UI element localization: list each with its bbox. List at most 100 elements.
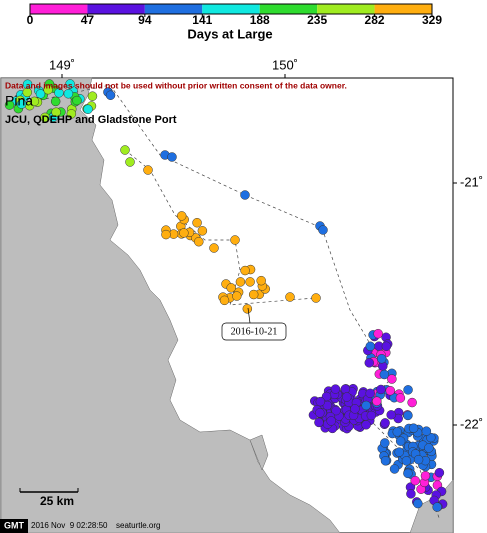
- position-dot: [63, 89, 74, 99]
- position-dot: [248, 289, 259, 300]
- colorbar-tick-label: 141: [192, 13, 212, 27]
- position-dot: [350, 404, 360, 414]
- position-dot: [43, 84, 53, 95]
- position-dot: [389, 464, 400, 474]
- position-dot: [194, 236, 204, 247]
- colorbar-tick-label: 329: [422, 13, 442, 27]
- position-dot: [40, 112, 50, 123]
- colorbar-tick-label: 47: [81, 13, 95, 27]
- position-dot: [407, 397, 417, 408]
- position-dot: [54, 88, 64, 98]
- position-dot: [209, 243, 219, 253]
- position-dot: [120, 145, 130, 155]
- position-dot: [4, 100, 15, 110]
- position-dot: [406, 489, 416, 499]
- position-dot: [125, 157, 135, 167]
- position-dot: [242, 304, 253, 314]
- date-label: 2016-10-21: [231, 326, 278, 337]
- position-dot: [403, 385, 413, 395]
- site: seaturtle.org: [116, 521, 160, 530]
- position-dot: [318, 225, 328, 235]
- position-dot: [392, 427, 403, 437]
- position-dot: [240, 190, 250, 200]
- position-dot: [315, 396, 326, 407]
- position-dot: [403, 410, 413, 421]
- colorbar-tick-label: 188: [250, 13, 270, 27]
- colorbar-tick-label: 94: [138, 13, 152, 27]
- position-dot: [365, 341, 376, 352]
- position-dot: [395, 436, 406, 446]
- positions: [4, 79, 448, 512]
- position-dot: [240, 265, 250, 276]
- position-dot: [29, 96, 40, 107]
- position-dot: [105, 90, 116, 100]
- position-dot: [50, 96, 61, 107]
- position-dot: [176, 211, 187, 221]
- gmt-logo: GMT: [4, 520, 24, 530]
- colorbar-segment: [374, 4, 432, 14]
- position-dot: [421, 426, 432, 436]
- position-dot: [256, 275, 266, 286]
- lat-label: -21˚: [460, 174, 483, 189]
- position-dot: [432, 502, 442, 512]
- position-dot: [311, 293, 321, 303]
- position-dot: [83, 104, 93, 114]
- position-dot: [395, 393, 406, 403]
- position-dot: [403, 468, 413, 479]
- position-dot: [197, 226, 208, 236]
- position-dot: [380, 438, 390, 448]
- position-dot: [373, 328, 383, 339]
- position-dot: [380, 418, 390, 428]
- position-dot: [161, 229, 171, 240]
- lon-label: 150˚: [272, 57, 298, 72]
- position-dot: [376, 384, 386, 395]
- position-dot: [66, 109, 77, 119]
- position-dot: [361, 400, 371, 411]
- position-dot: [330, 384, 341, 394]
- position-dot: [232, 291, 242, 301]
- notice: Data and images should not be used witho…: [5, 80, 347, 90]
- position-dot: [413, 454, 424, 465]
- colorbar-segment: [87, 4, 145, 14]
- date-box: [221, 322, 287, 341]
- position-dot: [72, 95, 82, 106]
- position-dot: [331, 405, 341, 416]
- timestamp: 2016 Nov 9 02:28:50: [31, 521, 108, 530]
- position-dot: [380, 456, 391, 466]
- position-dot: [315, 408, 325, 418]
- track-line: [39, 84, 441, 521]
- position-dot: [413, 498, 423, 509]
- position-dot: [364, 358, 375, 368]
- position-dot: [51, 107, 61, 117]
- land: [249, 434, 269, 471]
- colorbar-segment: [144, 4, 203, 14]
- position-dot: [386, 410, 396, 420]
- position-dot: [379, 369, 390, 380]
- leader-line: [247, 307, 251, 324]
- position-dot: [387, 374, 397, 384]
- map-title: Pina: [5, 93, 33, 109]
- position-dot: [326, 416, 336, 426]
- position-dot: [226, 283, 236, 293]
- position-dot: [361, 420, 371, 430]
- position-dot: [408, 423, 419, 433]
- position-dot: [365, 388, 375, 399]
- position-dot: [434, 467, 445, 478]
- colorbar-tick-label: 235: [307, 13, 327, 27]
- position-dot: [143, 165, 153, 175]
- map-subtitle: JCU, QDEHP and Gladstone Port: [5, 114, 177, 126]
- position-dot: [235, 277, 246, 287]
- position-dot: [314, 417, 324, 428]
- position-dot: [87, 91, 98, 101]
- colorbar-segment: [317, 4, 375, 14]
- colorbar: 0 47 94 141 188 235 282 329: [27, 3, 442, 27]
- position-dot: [372, 396, 382, 406]
- colorbar-segment: [202, 4, 260, 14]
- position-dot: [321, 391, 332, 402]
- position-dot: [394, 447, 404, 457]
- position-dot: [340, 384, 351, 394]
- position-dot: [16, 99, 27, 109]
- colorbar-segment: [259, 4, 318, 14]
- colorbar-tick-label: 0: [27, 13, 34, 27]
